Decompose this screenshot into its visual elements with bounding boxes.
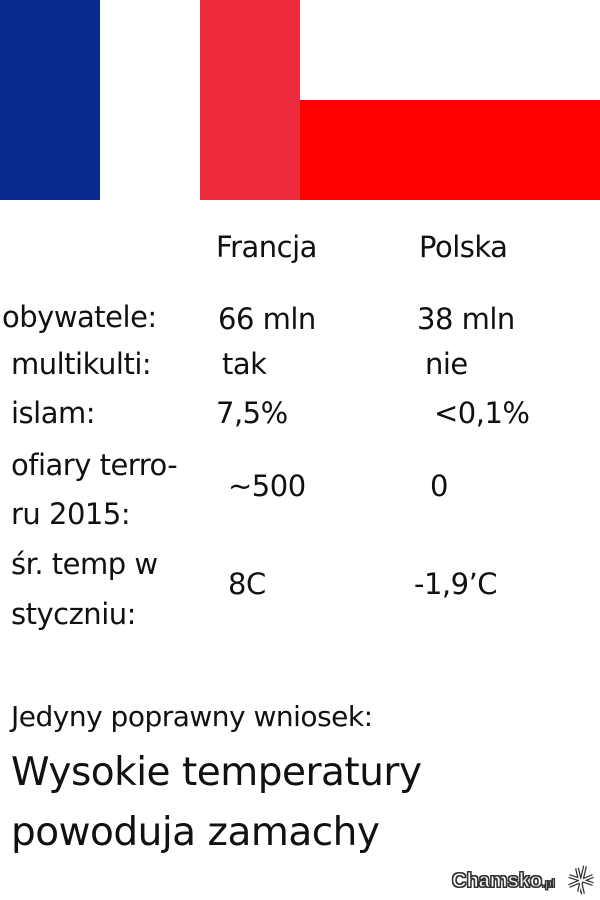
conclusion-line2: powoduja zamachy <box>11 810 380 855</box>
header-france: Francja <box>216 230 317 264</box>
label: multikulti: <box>11 347 152 381</box>
label: islam: <box>11 396 96 430</box>
value-france: tak <box>222 347 267 381</box>
watermark-text: Chamsko <box>451 870 543 893</box>
label: obywatele: <box>2 300 157 334</box>
label: ofiary terro- <box>11 448 178 482</box>
watermark: Chamsko.pl <box>451 870 556 893</box>
value-poland: -1,9’C <box>414 567 498 601</box>
value-france: 66 mln <box>218 302 316 336</box>
value-france: ~500 <box>228 469 306 503</box>
value-poland: 38 mln <box>417 302 515 336</box>
value-poland: 0 <box>430 469 448 503</box>
label: styczniu: <box>11 597 136 631</box>
conclusion-line1: Wysokie temperatury <box>11 750 422 795</box>
header-poland: Polska <box>419 230 508 264</box>
label: śr. temp w <box>11 547 158 581</box>
grid-logo-icon <box>568 865 594 895</box>
france-flag-red <box>200 0 300 200</box>
value-poland: nie <box>425 347 468 381</box>
conclusion-intro: Jedyny poprawny wniosek: <box>11 700 373 733</box>
value-poland: <0,1% <box>434 396 530 430</box>
label: ru 2015: <box>11 497 131 531</box>
value-france: 7,5% <box>216 396 288 430</box>
poland-flag-red <box>300 100 600 200</box>
france-flag-blue <box>0 0 100 200</box>
value-france: 8C <box>228 567 266 601</box>
watermark-suffix: .pl <box>542 878 556 891</box>
